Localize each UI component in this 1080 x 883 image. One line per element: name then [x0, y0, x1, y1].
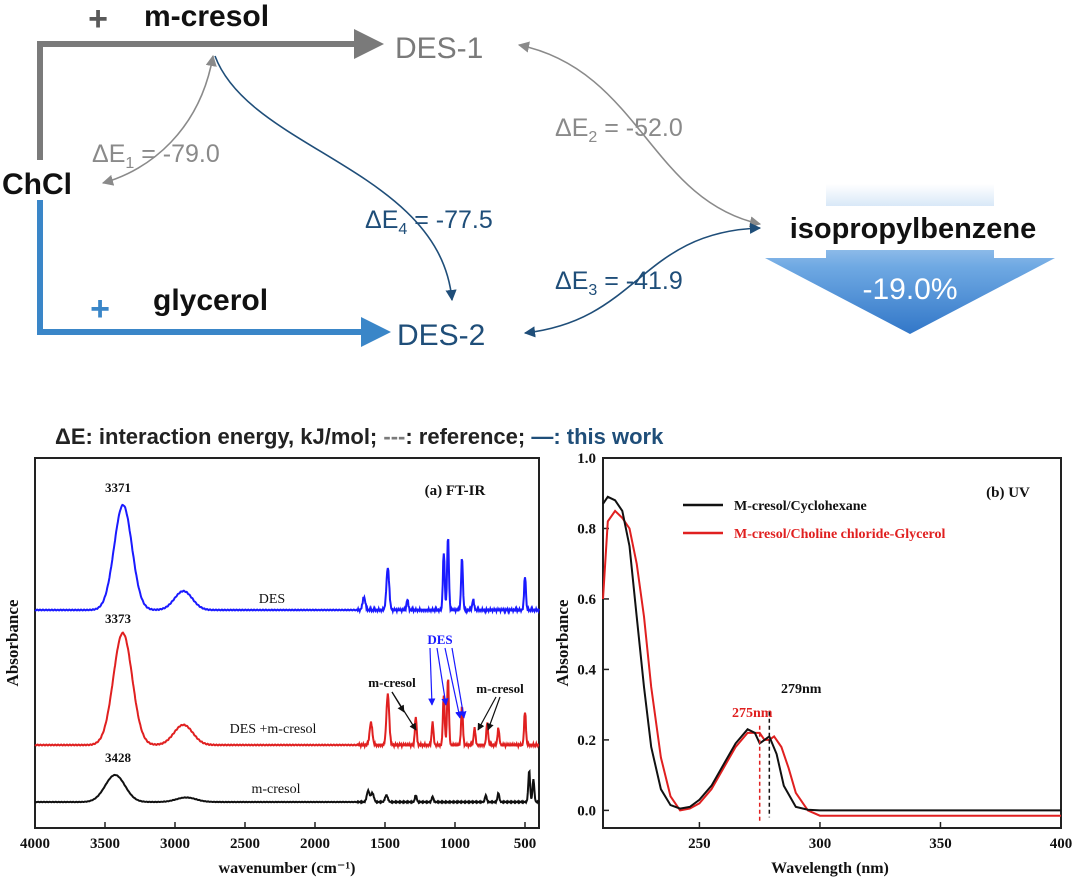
ftir-series-label-mix: DES +m-cresol [230, 722, 317, 737]
reaction-scheme: + m-cresol DES-1 ChCl + glycerol DES-2 Δ… [2, 0, 1060, 449]
ftir-x-tick-label: 500 [514, 836, 537, 852]
ftir-arrow-mc-right-1 [477, 696, 497, 731]
ftir-series-label-des: DES [259, 592, 285, 607]
node-des1: DES-1 [395, 32, 483, 65]
uv-ticks: 250 300 350 400 0.0 0.2 0.4 0.6 0.8 1.0 [577, 451, 1072, 852]
uv-x-tick-label: 400 [1050, 836, 1073, 852]
ftir-chart: (a) FT-IR Absorbance wavenumber (cm⁻¹) 4… [3, 457, 540, 877]
chcl-to-des2-path [37, 200, 391, 347]
uv-series-line [602, 495, 1061, 812]
ftir-x-tick-label: 3000 [160, 836, 190, 852]
ftir-series-line [34, 769, 540, 805]
uv-legend: M-cresol/Cyclohexane M-cresol/Choline ch… [683, 499, 945, 542]
ftir-plot-frame [34, 457, 540, 829]
ftir-title: (a) FT-IR [425, 483, 486, 499]
uv-series-line [602, 509, 1061, 817]
uv-y-tick-label: 0.8 [577, 521, 596, 537]
arrow-e1 [101, 54, 217, 186]
uv-y-tick-label: 0.4 [577, 662, 596, 678]
energy-e1: ΔE1 = -79.0 [92, 140, 220, 172]
ftir-ylabel: Absorbance [3, 599, 22, 686]
ftir-series-line [34, 631, 540, 751]
uv-peak-label-red: 275nm [732, 706, 773, 721]
uv-xlabel: Wavelength (nm) [771, 860, 889, 877]
ftir-series-line [34, 503, 540, 616]
ftir-x-ticks: 4000 3500 3000 2500 2000 1500 1000 500 [20, 822, 536, 852]
ftir-arrow-mc-left-2 [391, 691, 417, 731]
ftir-peak-label-des: 3371 [105, 480, 131, 495]
uv-y-tick-label: 1.0 [577, 451, 596, 467]
ftir-peak-label-mcresol: 3428 [105, 750, 132, 765]
uv-y-tick-label: 0.0 [577, 803, 596, 819]
uv-series [602, 495, 1061, 817]
ftir-series-label-mcresol: m-cresol [252, 782, 301, 797]
uv-legend-label-black: M-cresol/Cyclohexane [734, 499, 867, 514]
ftir-peak-label-mix: 3373 [105, 611, 132, 626]
ftir-arrow-mc-right-2 [486, 696, 501, 731]
ftir-arrow-label-mcresol-right: m-cresol [476, 681, 524, 696]
ftir-arrow-des-3 [444, 647, 463, 719]
chcl-to-des1-path [37, 29, 384, 160]
ftir-arrow-des-2 [436, 647, 449, 706]
uv-title: (b) UV [986, 485, 1030, 501]
node-mcresol: m-cresol [144, 0, 269, 33]
arrow-e3 [523, 222, 762, 338]
node-glycerol: glycerol [153, 284, 268, 317]
ftir-x-tick-label: 4000 [20, 836, 50, 852]
ftir-series [34, 503, 540, 805]
uv-plot-frame [602, 457, 1062, 829]
uv-legend-label-red: M-cresol/Choline chloride-Glycerol [734, 527, 945, 542]
energy-e4: ΔE4 = -77.5 [365, 206, 493, 238]
uv-peak-label-black: 279nm [781, 682, 822, 697]
reduction-value: -19.0% [862, 273, 957, 306]
node-des2: DES-2 [397, 319, 485, 352]
node-isopropylbenzene: isopropylbenzene [790, 213, 1037, 245]
ftir-x-tick-label: 2500 [230, 836, 260, 852]
plus-mcresol-icon: + [88, 0, 108, 38]
ftir-arrow-des-1 [428, 647, 436, 706]
ftir-arrow-label-des: DES [427, 632, 452, 647]
uv-peak-markers [758, 711, 771, 821]
node-chcl: ChCl [2, 168, 72, 201]
ftir-arrow-des-4 [451, 647, 467, 719]
energy-e2: ΔE2 = -52.0 [555, 114, 683, 146]
uv-ylabel: Absorbance [553, 599, 572, 686]
uv-x-tick-label: 350 [929, 836, 952, 852]
ftir-x-tick-label: 1000 [440, 836, 470, 852]
uv-x-tick-label: 250 [688, 836, 711, 852]
uv-x-tick-label: 300 [809, 836, 832, 852]
ftir-x-tick-label: 2000 [300, 836, 330, 852]
ftir-annotation-arrows [391, 647, 501, 731]
plus-glycerol-icon: + [90, 290, 110, 328]
scheme-legend: ΔE: interaction energy, kJ/mol; ---: ref… [55, 424, 664, 449]
arrow-e4 [214, 55, 457, 302]
ftir-xlabel: wavenumber (cm⁻¹) [219, 860, 356, 877]
ftir-x-tick-label: 1500 [370, 836, 400, 852]
uv-y-tick-label: 0.2 [577, 733, 596, 749]
ftir-arrow-label-mcresol-left: m-cresol [368, 675, 416, 690]
arrow-e2 [517, 41, 762, 228]
iso-label-bg [768, 206, 1060, 250]
uv-y-tick-label: 0.6 [577, 592, 596, 608]
uv-chart: (b) UV Absorbance Wavelength (nm) 250 300… [553, 451, 1072, 877]
energy-e3: ΔE3 = -41.9 [555, 267, 683, 299]
ftir-x-tick-label: 3500 [90, 836, 120, 852]
